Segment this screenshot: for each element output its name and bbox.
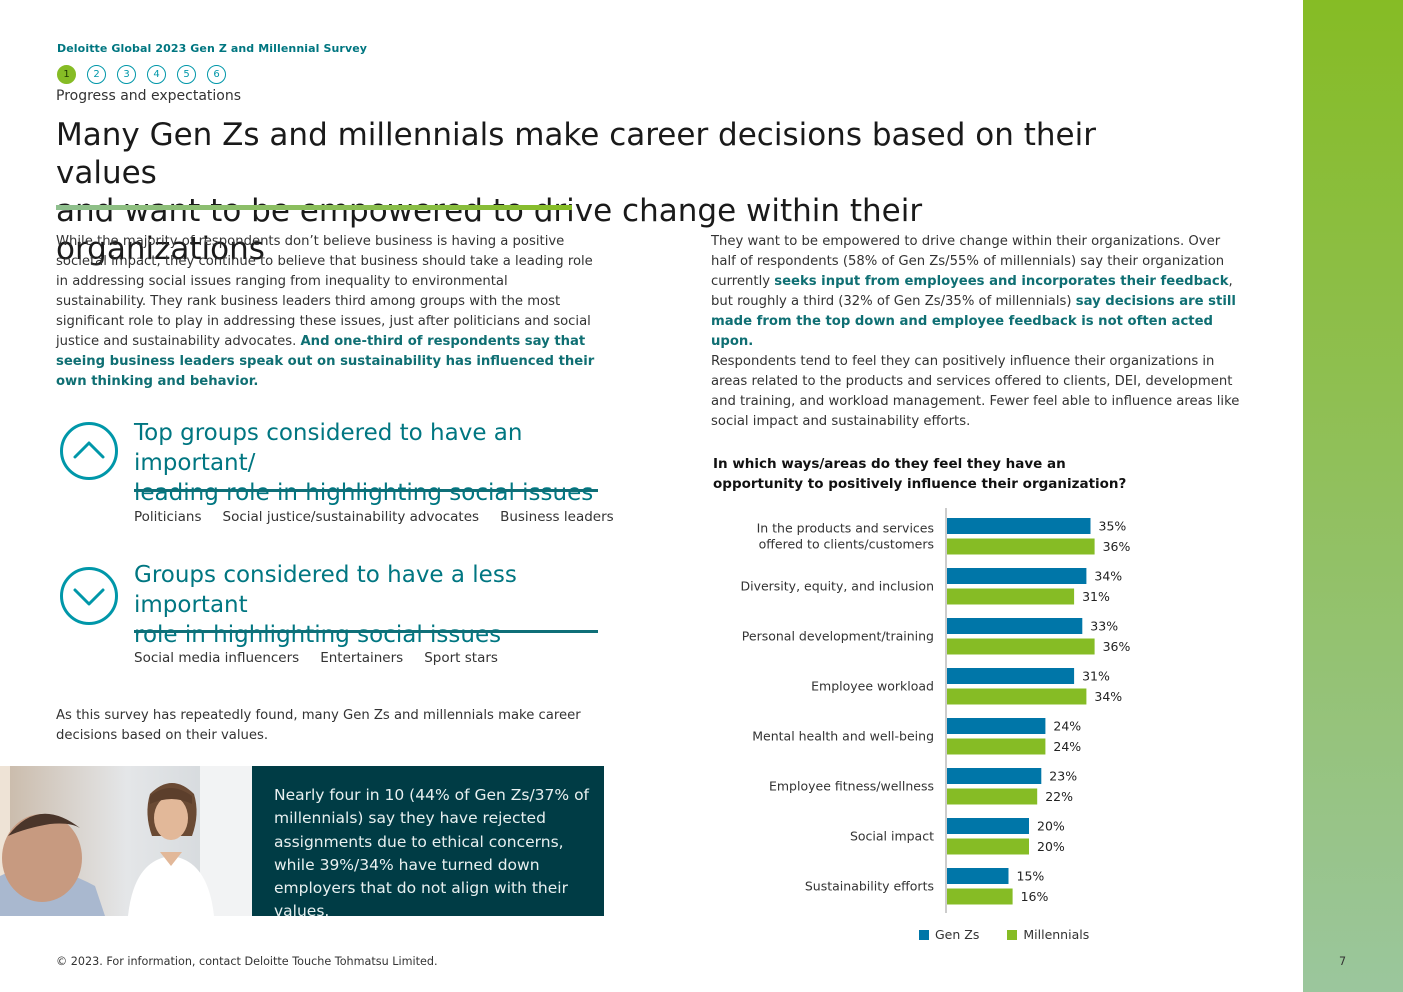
bar-millennials (947, 738, 1046, 755)
callout-text: Nearly four in 10 (44% of Gen Zs/37% of … (274, 786, 590, 921)
bar-millennials (947, 588, 1075, 605)
legend-label-gen-z: Gen Zs (935, 927, 980, 942)
bar-value-label: 23% (1049, 769, 1077, 784)
survey-name: Deloitte Global 2023 Gen Z and Millennia… (57, 42, 368, 55)
bar-value-label: 33% (1090, 619, 1118, 634)
category-label: In the products and services (757, 520, 934, 535)
step-5[interactable]: 5 (177, 65, 196, 84)
less-important-groups-heading: Groups considered to have a less importa… (134, 560, 604, 650)
group-item: Sport stars (424, 650, 498, 666)
footer-copyright: © 2023. For information, contact Deloitt… (56, 955, 438, 968)
less-important-groups-list: Social media influencers Entertainers Sp… (134, 650, 498, 666)
bar-millennials (947, 788, 1038, 805)
category-label: Mental health and well-being (752, 728, 934, 743)
legend-label-millennials: Millennials (1023, 927, 1090, 942)
right-paragraph-1: They want to be empowered to drive chang… (711, 232, 1246, 352)
important-groups-list: Politicians Social justice/sustainabilit… (134, 509, 614, 525)
bar-gen-zs (947, 568, 1087, 584)
bar-millennials (947, 688, 1087, 705)
bar-value-label: 36% (1103, 639, 1131, 654)
section-stepper: 1 2 3 4 5 6 (57, 65, 226, 84)
important-groups-divider (134, 489, 598, 492)
bar-value-label: 15% (1017, 869, 1045, 884)
category-label: Personal development/training (742, 628, 934, 643)
group-item: Entertainers (320, 650, 404, 666)
bar-value-label: 16% (1021, 889, 1049, 904)
chart-legend: Gen Zs Millennials (919, 927, 1089, 942)
right-p1-emphasis-2: say decisions are still made from the to… (711, 294, 1236, 349)
bar-value-label: 34% (1094, 689, 1122, 704)
step-6[interactable]: 6 (207, 65, 226, 84)
bar-gen-zs (947, 668, 1075, 684)
bar-value-label: 31% (1082, 669, 1110, 684)
step-1[interactable]: 1 (57, 65, 76, 84)
bar-millennials (947, 838, 1029, 855)
chart-title-line-1: In which ways/areas do they feel they ha… (713, 456, 1066, 472)
category-label: Sustainability efforts (805, 878, 934, 893)
chevron-up-icon (60, 422, 118, 480)
group-item: Politicians (134, 509, 202, 525)
less-important-groups-heading-line-1: Groups considered to have a less importa… (134, 562, 517, 618)
right-p1-part-c: , but roughly a third (32% of Gen Zs/35%… (711, 274, 1233, 309)
category-label: Diversity, equity, and inclusion (740, 578, 934, 593)
intro-text: While the majority of respondents don’t … (56, 234, 593, 349)
title-divider (56, 205, 572, 210)
right-p1-emphasis-1: seeks input from employees and incorpora… (774, 274, 1229, 289)
bar-gen-zs (947, 768, 1042, 784)
page-title-line-1: Many Gen Zs and millennials make career … (56, 117, 1096, 191)
bar-gen-zs (947, 868, 1009, 884)
group-item: Business leaders (500, 509, 614, 525)
less-important-groups-heading-line-2: role in highlighting social issues (134, 622, 502, 648)
bar-value-label: 31% (1082, 589, 1110, 604)
chevron-down-icon (60, 567, 118, 625)
intro-emphasis: And one-third of respondents say that se… (56, 334, 595, 389)
decorative-side-band (1303, 0, 1403, 992)
legend-item-millennials: Millennials (1007, 927, 1089, 942)
callout-box: Nearly four in 10 (44% of Gen Zs/37% of … (252, 766, 604, 920)
important-groups-heading: Top groups considered to have an importa… (134, 418, 604, 508)
category-label: Employee fitness/wellness (769, 778, 934, 793)
step-3[interactable]: 3 (117, 65, 136, 84)
important-groups-heading-line-2: leading role in highlighting social issu… (134, 480, 594, 506)
bar-gen-zs (947, 818, 1029, 834)
bar-gen-zs (947, 718, 1046, 734)
bar-value-label: 34% (1094, 569, 1122, 584)
bar-value-label: 22% (1045, 789, 1073, 804)
legend-swatch-millennials (1007, 929, 1018, 940)
legend-item-gen-z: Gen Zs (919, 927, 979, 942)
bar-gen-zs (947, 618, 1083, 634)
less-important-groups-divider (134, 630, 598, 633)
page-title: Many Gen Zs and millennials make career … (56, 116, 1136, 268)
bar-millennials (947, 638, 1095, 655)
group-item: Social justice/sustainability advocates (222, 509, 480, 525)
right-p1-part-a: They want to be empowered to drive chang… (711, 234, 1225, 289)
bar-value-label: 20% (1037, 819, 1065, 834)
chart-title-line-2: opportunity to positively influence thei… (713, 476, 1127, 492)
outro-paragraph: As this survey has repeatedly found, man… (56, 708, 581, 743)
bar-value-label: 24% (1053, 719, 1081, 734)
category-label: Social impact (850, 828, 934, 843)
bar-value-label: 20% (1037, 839, 1065, 854)
step-2[interactable]: 2 (87, 65, 106, 84)
bar-value-label: 35% (1099, 519, 1127, 534)
group-item: Social media influencers (134, 650, 300, 666)
legend-swatch-gen-z (919, 929, 929, 940)
page-title-line-2: and want to be empowered to drive change… (56, 193, 923, 267)
bar-value-label: 36% (1103, 539, 1131, 554)
right-paragraph-2: Respondents tend to feel they can positi… (711, 354, 1240, 429)
bar-millennials (947, 888, 1013, 905)
step-4[interactable]: 4 (147, 65, 166, 84)
category-label: Employee workload (811, 678, 934, 693)
intro-paragraph: While the majority of respondents don’t … (56, 232, 601, 392)
chart-title: In which ways/areas do they feel they ha… (713, 454, 1133, 494)
page-number: 7 (1339, 955, 1347, 968)
section-name: Progress and expectations (56, 88, 242, 104)
bar-value-label: 24% (1053, 739, 1081, 754)
bar-millennials (947, 538, 1095, 555)
bar-gen-zs (947, 518, 1091, 534)
important-groups-heading-line-1: Top groups considered to have an importa… (134, 420, 523, 476)
category-label: offered to clients/customers (759, 536, 934, 551)
photo-interview (0, 766, 253, 916)
